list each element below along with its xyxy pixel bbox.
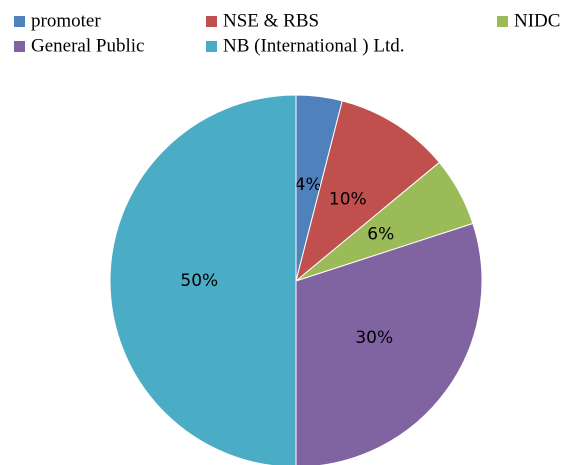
legend-label: NSE & RBS — [223, 10, 319, 31]
legend-swatch — [14, 16, 25, 27]
legend-label: NB (International ) Ltd. — [223, 35, 405, 56]
legend-label: promoter — [31, 10, 101, 31]
legend-label: NIDC — [514, 10, 560, 31]
pie-slice — [295, 100, 441, 283]
data-label: 30% — [355, 328, 393, 348]
legend-label: General Public — [31, 35, 144, 56]
data-label: 6% — [367, 224, 394, 244]
legend-swatch — [206, 16, 217, 27]
data-label: 4% — [295, 175, 322, 195]
pie-slice — [295, 222, 483, 465]
data-label: 10% — [329, 189, 367, 209]
legend-swatch — [206, 41, 217, 52]
legend-swatch — [497, 16, 508, 27]
legend-swatch — [14, 41, 25, 52]
pie-slice — [109, 94, 297, 465]
data-label: 50% — [180, 271, 218, 291]
